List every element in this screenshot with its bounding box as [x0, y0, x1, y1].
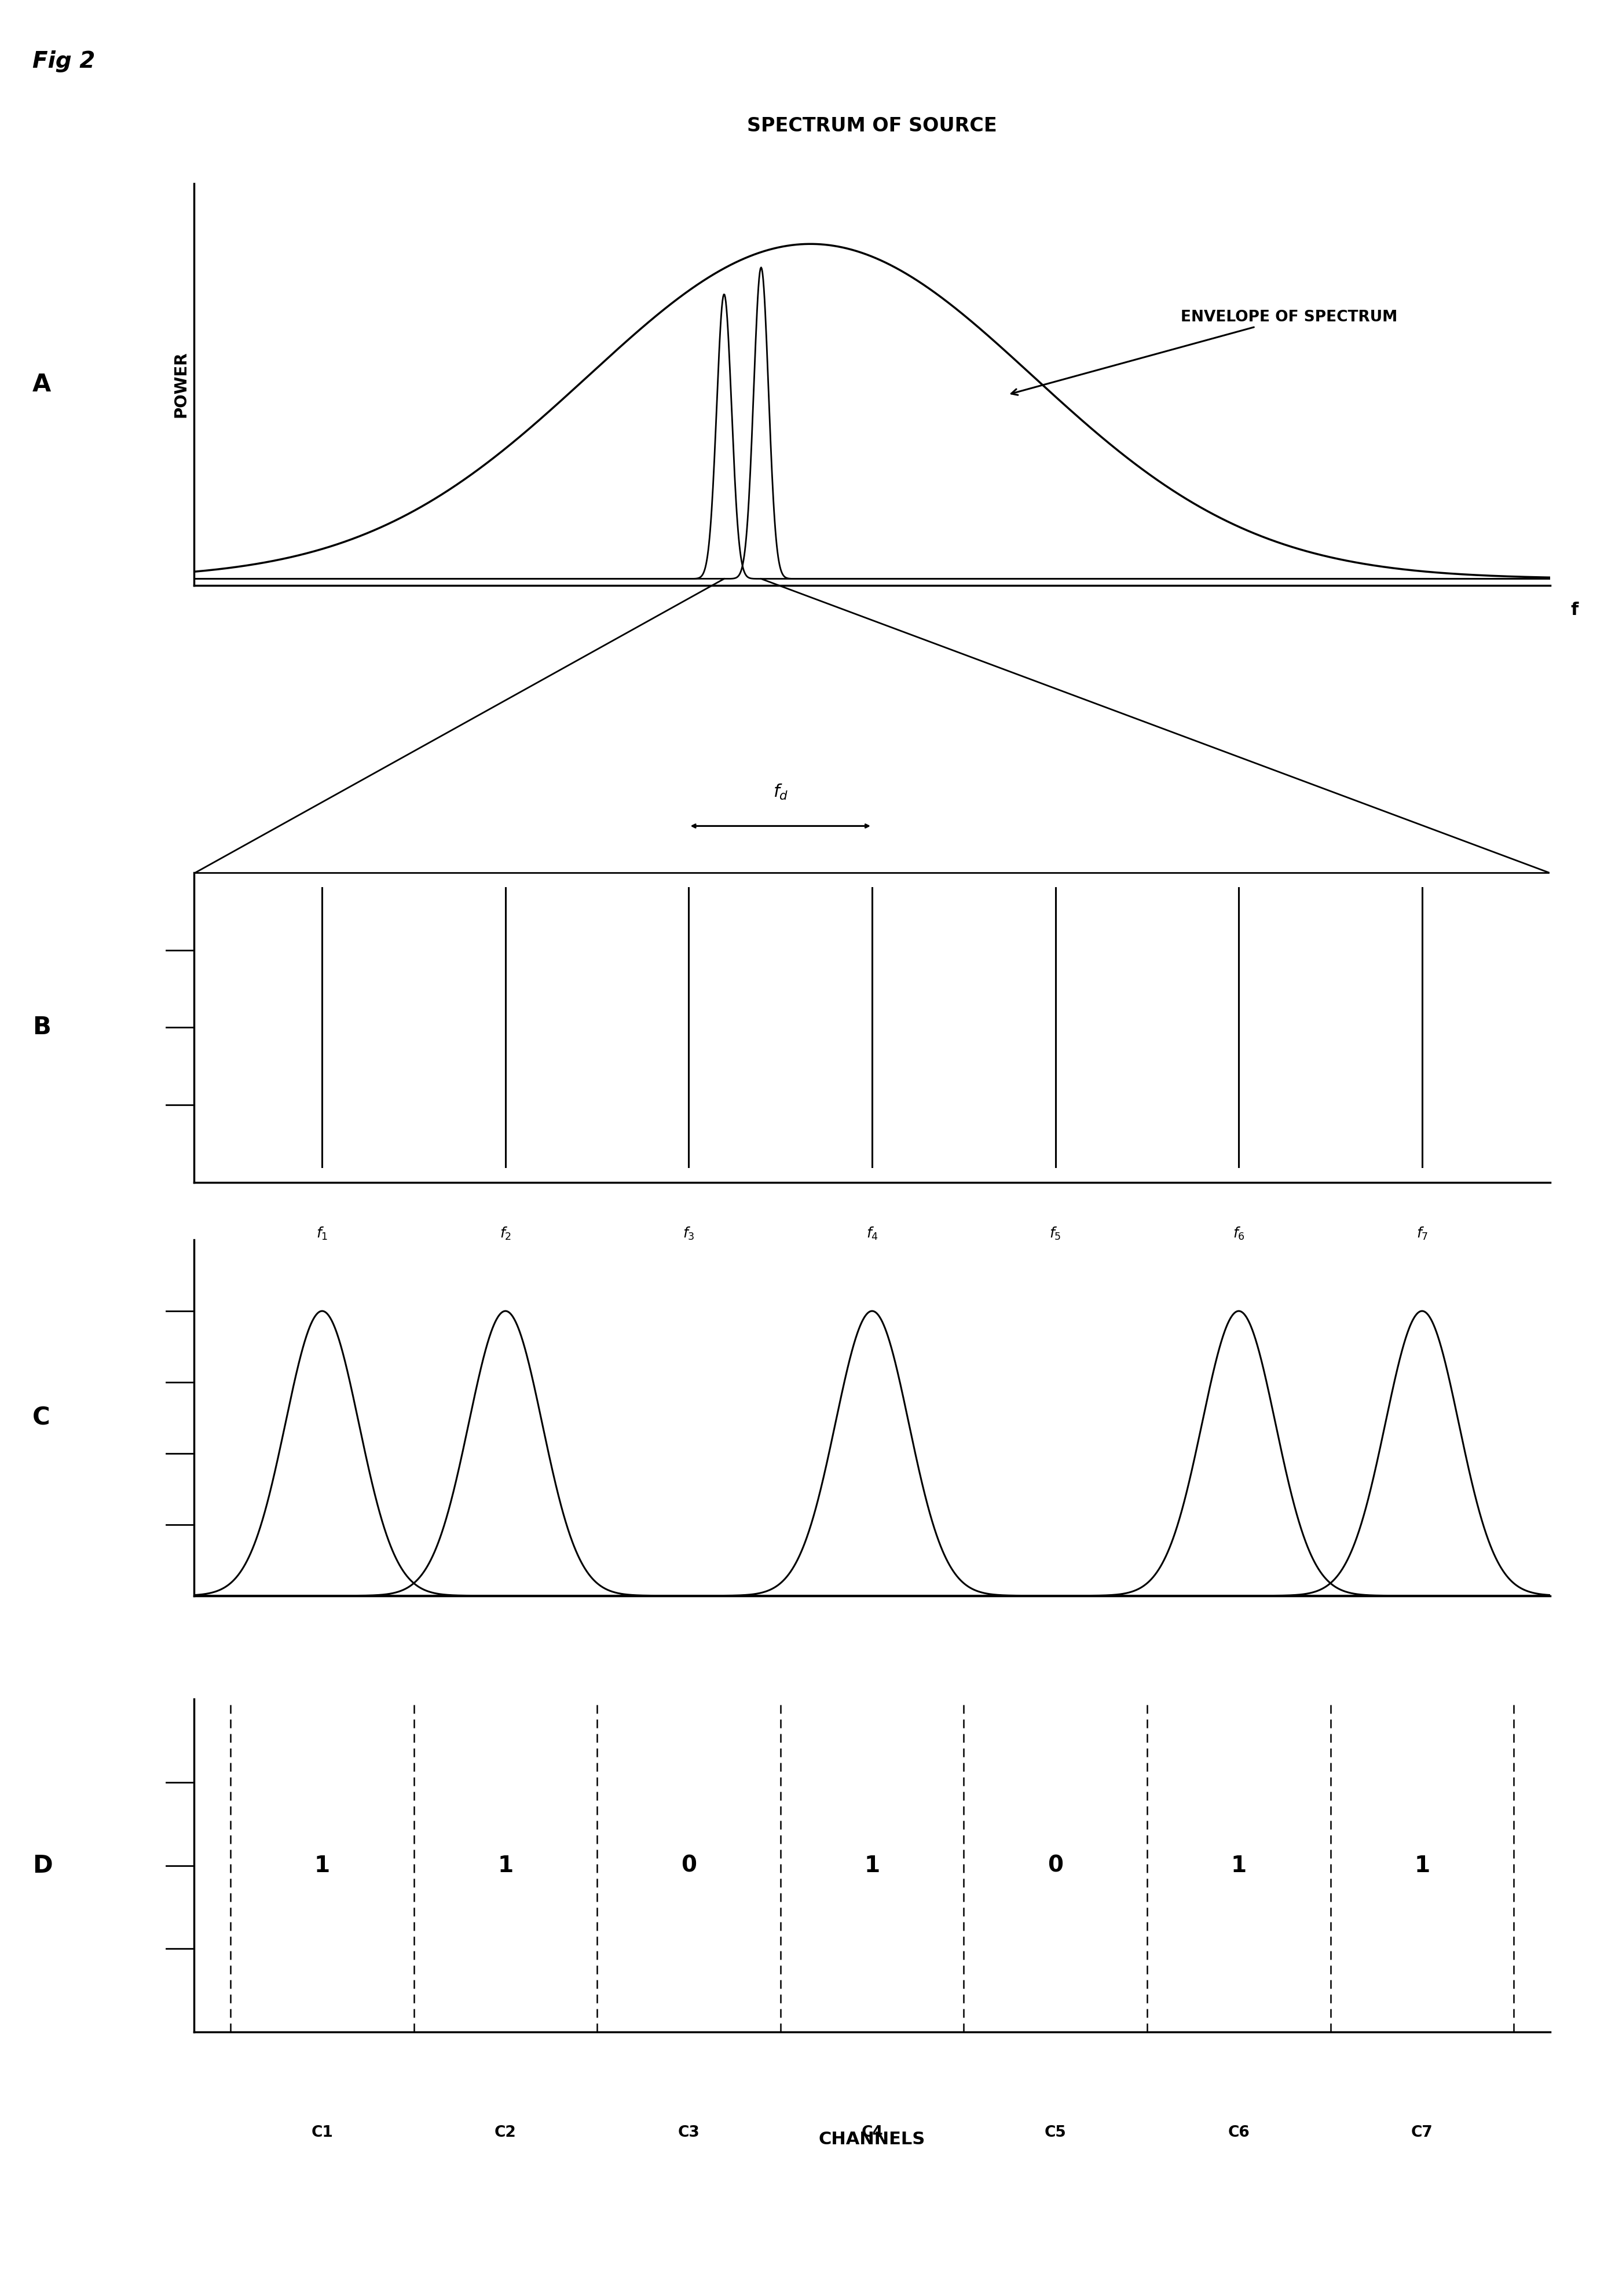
Text: 1: 1 [864, 1855, 880, 1876]
Text: $f_5$: $f_5$ [1050, 1226, 1061, 1242]
Text: $f_2$: $f_2$ [499, 1226, 512, 1242]
Text: $f_6$: $f_6$ [1232, 1226, 1245, 1242]
Text: 0: 0 [682, 1855, 696, 1876]
Text: 1: 1 [1231, 1855, 1247, 1876]
Text: C7: C7 [1412, 2126, 1433, 2140]
Text: $f_7$: $f_7$ [1416, 1226, 1428, 1242]
Text: D: D [32, 1853, 52, 1878]
Text: C3: C3 [678, 2126, 699, 2140]
Text: 1: 1 [315, 1855, 329, 1876]
Text: A: A [32, 372, 52, 397]
Text: C: C [32, 1405, 50, 1430]
Text: C6: C6 [1227, 2126, 1250, 2140]
Text: C2: C2 [494, 2126, 517, 2140]
Text: 1: 1 [1415, 1855, 1429, 1876]
Text: 0: 0 [1048, 1855, 1063, 1876]
Text: $f_3$: $f_3$ [683, 1226, 694, 1242]
Text: $f_d$: $f_d$ [774, 783, 788, 801]
Text: $f_4$: $f_4$ [866, 1226, 879, 1242]
Text: ENVELOPE OF SPECTRUM: ENVELOPE OF SPECTRUM [1011, 310, 1397, 395]
Text: 1: 1 [497, 1855, 514, 1876]
Text: Fig 2: Fig 2 [32, 51, 95, 73]
Text: CHANNELS: CHANNELS [819, 2131, 925, 2147]
Text: $f_1$: $f_1$ [317, 1226, 328, 1242]
Text: C4: C4 [861, 2126, 883, 2140]
Y-axis label: POWER: POWER [173, 351, 189, 418]
Text: C1: C1 [312, 2126, 333, 2140]
Text: f: f [1571, 602, 1578, 618]
Text: B: B [32, 1015, 50, 1040]
Text: SPECTRUM OF SOURCE: SPECTRUM OF SOURCE [748, 117, 996, 135]
Text: C5: C5 [1045, 2126, 1066, 2140]
